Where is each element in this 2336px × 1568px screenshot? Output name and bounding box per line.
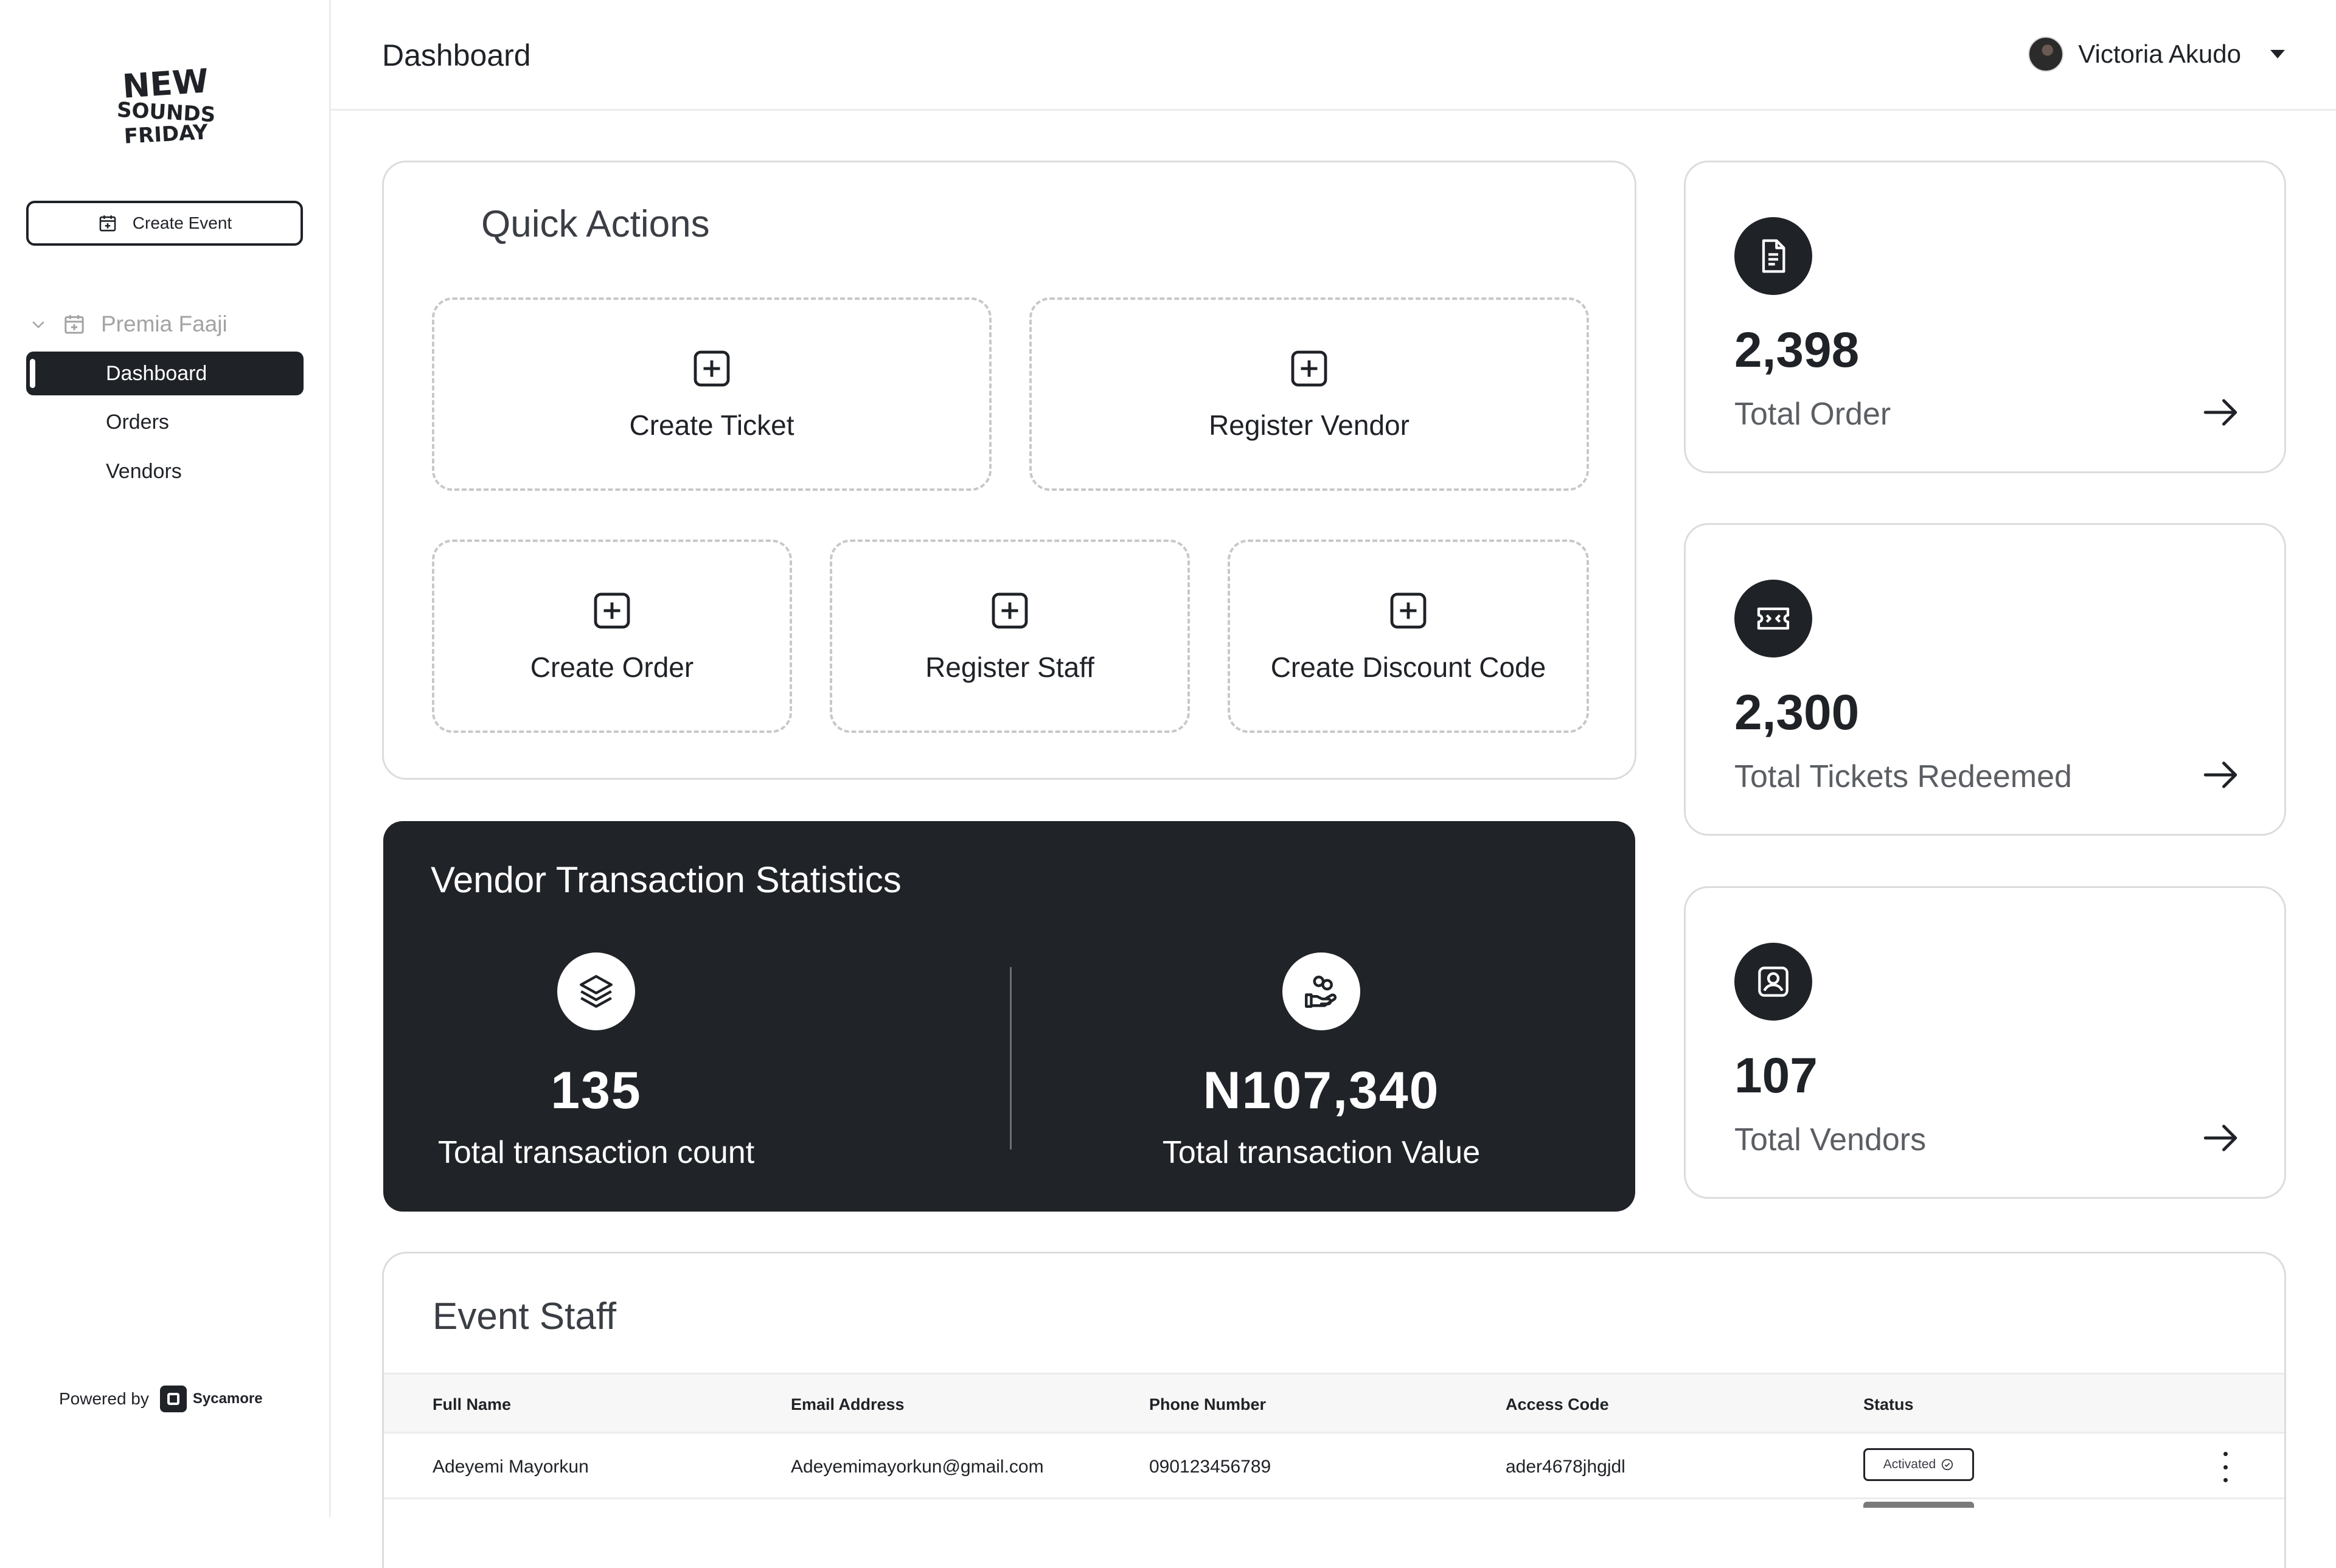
sidebar-item-label: Vendors (106, 459, 182, 483)
id-badge-icon (1734, 943, 1812, 1021)
transaction-count-label: Total transaction count (437, 1135, 755, 1170)
action-label: Create Order (530, 651, 694, 683)
tickets-redeemed-value: 2,300 (1734, 685, 1860, 740)
event-staff-card: Event Staff Full Name Email Address Phon… (382, 1252, 2286, 1568)
create-discount-code-action[interactable]: Create Discount Code (1228, 539, 1589, 733)
tickets-redeemed-label: Total Tickets Redeemed (1734, 759, 2072, 794)
arrow-right-icon[interactable] (2200, 1118, 2240, 1158)
hand-coins-icon (1282, 952, 1360, 1030)
plus-square-icon (1390, 592, 1427, 629)
sidebar: NEW SOUNDS FRIDAY Create Event Premia Fa… (0, 0, 331, 1517)
calendar-plus-icon (99, 215, 116, 232)
event-name: Premia Faaji (101, 311, 228, 336)
total-vendors-value: 107 (1734, 1048, 1818, 1103)
caret-down-icon (2270, 50, 2285, 58)
sycamore-brand-name: Sycamore (192, 1390, 263, 1407)
sidebar-item-label: Dashboard (106, 361, 207, 385)
plus-square-icon (1291, 350, 1327, 387)
column-header-status: Status (1863, 1395, 1914, 1414)
table-header: Full Name Email Address Phone Number Acc… (384, 1373, 2284, 1434)
transaction-count-value: 135 (551, 1061, 642, 1120)
user-name: Victoria Akudo (2078, 40, 2241, 68)
action-label: Register Vendor (1209, 409, 1410, 441)
sidebar-item-dashboard[interactable]: Dashboard (26, 352, 304, 395)
sycamore-logo[interactable]: Sycamore (159, 1386, 263, 1412)
vendor-transaction-stats-card: Vendor Transaction Statistics 135 Total … (383, 821, 1635, 1212)
event-staff-title: Event Staff (433, 1296, 617, 1337)
sidebar-item-orders[interactable]: Orders (26, 400, 304, 444)
avatar (2028, 36, 2064, 72)
register-staff-action[interactable]: Register Staff (830, 539, 1190, 733)
create-event-label: Create Event (132, 213, 232, 232)
action-label: Register Staff (925, 651, 1094, 683)
user-menu[interactable]: Victoria Akudo (2028, 36, 2285, 72)
transaction-value-value: N107,340 (1203, 1061, 1440, 1120)
powered-by-label: Powered by (59, 1389, 149, 1408)
transaction-value-stat: N107,340 Total transaction Value (1048, 952, 1595, 1171)
page-title: Dashboard (382, 38, 531, 72)
status-badge-label: Activated (1883, 1457, 1936, 1471)
total-vendors-label: Total Vendors (1734, 1122, 1927, 1157)
svg-text:NEW: NEW (121, 67, 210, 106)
column-header-phone: Phone Number (1149, 1395, 1267, 1414)
status-badge: Activated (1863, 1448, 1974, 1481)
sidebar-item-vendors[interactable]: Vendors (26, 449, 304, 493)
svg-text:FRIDAY: FRIDAY (123, 120, 209, 146)
staff-email: Adeyemimayorkun@gmail.com (791, 1457, 1044, 1477)
column-header-email: Email Address (791, 1395, 905, 1414)
column-header-full-name: Full Name (433, 1395, 512, 1414)
vendor-stats-title: Vendor Transaction Statistics (431, 859, 902, 900)
total-order-value: 2,398 (1734, 322, 1860, 378)
document-icon (1734, 217, 1812, 295)
create-ticket-action[interactable]: Create Ticket (432, 297, 992, 491)
plus-square-icon (594, 592, 630, 629)
sycamore-logo-icon (159, 1386, 187, 1412)
arrow-right-icon[interactable] (2200, 755, 2240, 795)
create-event-button[interactable]: Create Event (26, 201, 303, 246)
staff-full-name: Adeyemi Mayorkun (433, 1457, 589, 1477)
transaction-value-label: Total transaction Value (1162, 1135, 1481, 1170)
more-vertical-icon[interactable] (2216, 1452, 2234, 1482)
action-label: Create Ticket (629, 409, 794, 441)
plus-square-icon (693, 350, 730, 387)
ticket-icon (1734, 580, 1812, 657)
top-header: Dashboard Victoria Akudo (331, 0, 2336, 111)
plus-square-icon (992, 592, 1028, 629)
total-order-card[interactable]: 2,398 Total Order (1684, 161, 2286, 473)
arrow-right-icon[interactable] (2200, 392, 2240, 432)
new-sounds-friday-logo[interactable]: NEW SOUNDS FRIDAY (113, 67, 220, 146)
quick-actions-card: Quick Actions Create Ticket Register Ven… (382, 161, 1636, 780)
sidebar-item-label: Orders (106, 410, 169, 434)
column-header-access-code: Access Code (1506, 1395, 1609, 1414)
create-order-action[interactable]: Create Order (432, 539, 792, 733)
transaction-count-stat: 135 Total transaction count (322, 952, 870, 1171)
table-row[interactable]: Adeyemi Mayorkun Adeyemimayorkun@gmail.c… (384, 1434, 2284, 1499)
total-order-label: Total Order (1734, 397, 1891, 432)
action-label: Create Discount Code (1270, 651, 1546, 683)
register-vendor-action[interactable]: Register Vendor (1029, 297, 1589, 491)
staff-access-code: ader4678jhgjdl (1506, 1457, 1625, 1477)
calendar-icon (64, 315, 84, 334)
quick-actions-title: Quick Actions (481, 203, 710, 245)
layers-icon (557, 952, 635, 1030)
event-group-toggle[interactable]: Premia Faaji (29, 307, 228, 341)
stats-divider (1010, 967, 1012, 1150)
check-circle-icon (1942, 1459, 1953, 1471)
total-tickets-redeemed-card[interactable]: 2,300 Total Tickets Redeemed (1684, 523, 2286, 836)
staff-phone: 090123456789 (1149, 1457, 1271, 1477)
powered-by: Powered by Sycamore (59, 1386, 263, 1412)
svg-text:SOUNDS: SOUNDS (116, 98, 216, 127)
status-badge (1863, 1502, 1974, 1508)
total-vendors-card[interactable]: 107 Total Vendors (1684, 886, 2286, 1199)
chevron-down-icon (32, 321, 44, 328)
